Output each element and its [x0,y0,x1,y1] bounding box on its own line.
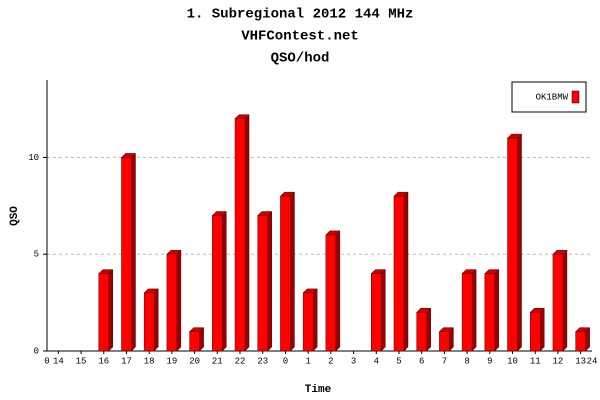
x-tick-label: 1 [305,356,310,366]
bar-side [312,288,318,352]
x-tick-label: 21 [212,356,223,366]
bar-group [393,191,409,352]
bar [484,273,496,352]
x-tick-label: 5 [396,356,401,366]
x-tick-label: 7 [442,356,447,366]
bar-group [416,307,432,352]
bar-side [539,307,545,352]
bar-group [279,191,296,352]
x-tick-label: 3 [351,356,356,366]
bar-side [426,307,431,352]
chart-title: 1. Subregional 2012 144 MHz [187,7,414,23]
x-tick-label: 22 [235,356,246,366]
x-tick-label: 0 [283,356,288,366]
bar-side [335,230,341,352]
bar-group [234,114,250,352]
bar-side [403,191,409,352]
bar-side [153,288,159,352]
bar-side [290,191,295,352]
x-tick-label: 15 [76,356,87,366]
x-tick-label: 19 [166,356,177,366]
x-tick-label: 2 [328,356,333,366]
bar-group [575,327,591,352]
bar [325,234,337,352]
bar-group [325,230,341,352]
y-tick-label: 5 [34,250,39,260]
bar [302,292,314,352]
bar [280,195,291,352]
bar-side [381,268,386,352]
bar [552,253,564,352]
bar-side [222,210,227,352]
bar [189,331,200,352]
bar [393,195,405,352]
x-tick-label: 9 [487,356,492,366]
x-tick-label: 11 [530,356,541,366]
bar-group [120,152,137,352]
bar-side [517,133,522,352]
legend-swatch [571,90,580,104]
bar [143,292,155,352]
bar [507,137,518,352]
x-tick-label: 4 [374,356,379,366]
x-tick-label: 16 [98,356,109,366]
bar-group [302,288,318,352]
bar-side [471,268,477,352]
chart-subtitle: VHFContest.net [241,29,359,45]
bar-group [506,133,523,352]
bar [416,312,427,352]
bar [234,118,246,352]
y-tick-label: 10 [28,153,39,163]
bar [257,215,268,352]
x-axis-title: Time [305,384,332,396]
bar-group [257,210,273,352]
bar-side [176,249,182,352]
x-tick-label: 17 [121,356,132,366]
x-tick-label: 20 [189,356,200,366]
bar-side [108,268,114,352]
bar [439,331,450,352]
bar-group [552,249,568,352]
x-tick-label: 23 [257,356,268,366]
bar [98,273,110,352]
y-tick-label: 0 [34,346,39,356]
x-axis-end-label: 24 [587,356,598,366]
bar-group [189,327,205,352]
x-tick-label: 10 [507,356,518,366]
bar [371,273,382,352]
bar-group [166,249,182,352]
bar-group [98,268,114,352]
bar-group [529,307,545,352]
x-tick-label: 8 [464,356,469,366]
bar-group [461,268,477,352]
bar-group [211,210,227,352]
bar-side [494,268,500,352]
bar-group [370,268,386,352]
bar [212,215,223,352]
bar [575,331,586,352]
bar-side [131,152,136,352]
x-tick-label: 6 [419,356,424,366]
bar-side [562,249,568,352]
bar-side [267,210,272,352]
bar-side [244,114,250,352]
chart-subtitle: QSO/hod [271,51,330,67]
legend-label: OK1BMW [536,92,569,102]
x-tick-label: 13 [575,356,586,366]
x-tick-label: 12 [553,356,564,366]
bar [461,273,473,352]
x-tick-label: 14 [53,356,64,366]
y-axis-title: QSO [9,206,21,226]
bar [529,312,541,352]
bar-group [143,288,159,352]
x-tick-label: 18 [144,356,155,366]
x-axis-end-label: 0 [44,356,49,366]
bar [166,253,178,352]
bar-group [438,327,454,352]
bar-group [484,268,500,352]
bar [121,157,132,352]
